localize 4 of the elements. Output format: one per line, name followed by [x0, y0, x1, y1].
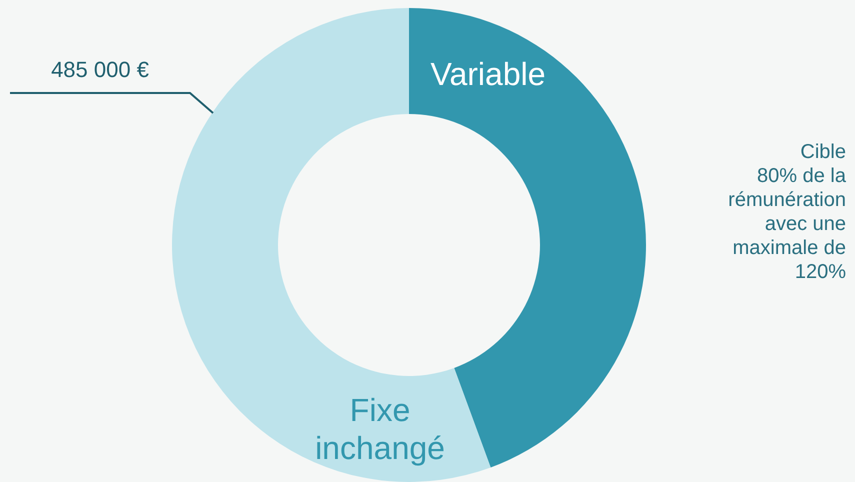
text: 485 000 €: [51, 57, 149, 82]
slice-label: Variable: [430, 56, 546, 92]
slice-label: Fixe inchangé: [315, 392, 445, 466]
text: Cible 80% de la rémunération avec une maximale de 120%: [728, 141, 847, 283]
